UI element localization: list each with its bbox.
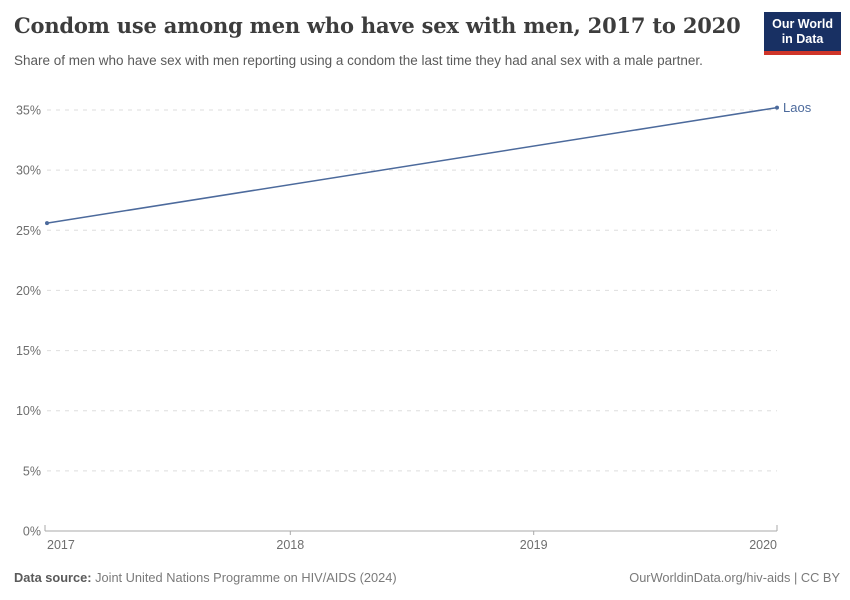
y-tick-label: 30% bbox=[16, 164, 41, 178]
y-tick-label: 5% bbox=[23, 464, 41, 478]
data-point bbox=[45, 221, 49, 226]
x-tick-label: 2020 bbox=[749, 538, 777, 552]
y-tick-label: 35% bbox=[16, 104, 41, 118]
x-tick-label: 2019 bbox=[520, 538, 548, 552]
credit-link: OurWorldinData.org/hiv-aids | CC BY bbox=[629, 570, 840, 585]
series-label: Laos bbox=[783, 100, 812, 115]
data-source-label: Data source: bbox=[14, 570, 92, 585]
y-tick-label: 20% bbox=[16, 284, 41, 298]
x-tick-label: 2018 bbox=[276, 538, 304, 552]
owid-logo-line1: Our World bbox=[772, 17, 833, 31]
owid-logo-line2: in Data bbox=[781, 32, 824, 46]
x-tick-label: 2017 bbox=[47, 538, 75, 552]
data-point bbox=[775, 105, 779, 110]
data-source-text: Joint United Nations Programme on HIV/AI… bbox=[91, 570, 397, 585]
data-line bbox=[46, 106, 778, 224]
y-tick-label: 10% bbox=[16, 404, 41, 418]
page-title: Condom use among men who have sex with m… bbox=[14, 13, 741, 38]
owid-logo: Our World in Data bbox=[764, 12, 841, 55]
y-tick-label: 15% bbox=[16, 344, 41, 358]
y-tick-label: 0% bbox=[23, 525, 41, 539]
data-source-note: Data source: Joint United Nations Progra… bbox=[14, 570, 397, 585]
y-tick-label: 25% bbox=[16, 224, 41, 238]
chart-subtitle: Share of men who have sex with men repor… bbox=[14, 53, 703, 68]
